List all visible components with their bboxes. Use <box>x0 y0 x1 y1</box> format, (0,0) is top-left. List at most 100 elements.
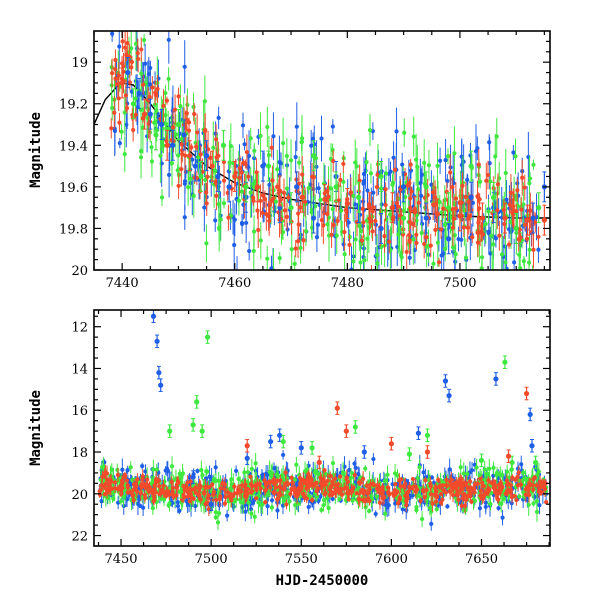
bottom-data-point <box>385 472 390 477</box>
top-data-point <box>437 158 443 163</box>
bottom-data-point <box>181 483 186 488</box>
top-data-point <box>133 96 138 101</box>
bottom-data-point <box>398 484 403 489</box>
top-data-point <box>443 158 448 163</box>
bottom-data-point <box>483 500 488 505</box>
bottom-data-point <box>543 481 548 486</box>
bottom-data-point <box>436 477 441 482</box>
top-data-point <box>387 212 393 217</box>
bottom-data-point <box>275 478 280 484</box>
top-data-point <box>488 251 493 256</box>
bottom-data-point <box>478 476 483 481</box>
top-data-point <box>155 86 160 92</box>
top-data-point <box>428 243 433 248</box>
top-data-point <box>367 205 373 211</box>
top-data-point <box>517 252 522 257</box>
top-data-point <box>147 111 153 117</box>
top-data-point <box>110 105 115 111</box>
top-data-point <box>182 215 187 220</box>
bottom-data-point <box>487 466 492 471</box>
bottom-data-point <box>275 496 281 501</box>
bottom-data-point <box>295 501 300 507</box>
bottom-data-point <box>465 485 471 490</box>
top-data-point <box>328 186 334 191</box>
top-data-point <box>310 153 317 159</box>
top-data-point <box>187 153 193 159</box>
top-data-point <box>325 188 330 194</box>
top-data-point <box>348 190 353 195</box>
bottom-data-point <box>356 497 361 502</box>
bottom-data-point <box>353 465 358 471</box>
bottom-data-point <box>447 467 452 472</box>
bottom-data-point <box>256 500 261 505</box>
top-data-point <box>285 227 290 232</box>
top-data-point <box>237 175 242 180</box>
top-data-point <box>435 163 440 168</box>
top-data-point <box>136 56 141 62</box>
bottom-data-point <box>531 487 536 492</box>
top-data-point <box>330 147 335 153</box>
bottom-data-point <box>347 467 352 473</box>
top-data-point <box>414 240 419 246</box>
top-data-point <box>182 64 187 69</box>
top-data-point <box>357 223 362 229</box>
bottom-data-point <box>225 513 230 518</box>
top-data-point <box>414 157 419 162</box>
top-data-point <box>221 178 227 183</box>
bottom-data-point <box>218 486 223 491</box>
bottom-data-point <box>486 486 491 491</box>
bottom-data-point <box>222 501 228 506</box>
top-data-point <box>252 148 257 153</box>
bottom-data-point <box>243 509 248 514</box>
top-data-point <box>429 182 434 187</box>
bottom-data-point <box>469 499 474 504</box>
bottom-data-point <box>500 472 505 477</box>
top-data-point <box>450 207 455 212</box>
top-data-point <box>463 194 468 200</box>
top-data-point <box>204 241 209 246</box>
bottom-data-point <box>514 497 519 503</box>
top-data-point <box>205 174 210 179</box>
top-data-point <box>246 153 252 159</box>
top-data-point <box>382 293 386 297</box>
bottom-data-point <box>354 491 359 496</box>
top-data-point <box>179 166 184 172</box>
bottom-data-point <box>246 500 251 505</box>
bottom-data-point <box>364 483 369 488</box>
top-data-point <box>490 272 494 276</box>
top-data-point <box>149 159 155 164</box>
top-data-point <box>284 153 289 159</box>
top-data-point <box>175 121 182 128</box>
top-data-point <box>450 185 455 190</box>
top-data-point <box>411 237 416 242</box>
top-data-point <box>112 128 118 134</box>
top-data-point <box>220 142 227 148</box>
top-data-point <box>147 94 152 100</box>
bottom-data-point <box>507 475 512 480</box>
top-data-point <box>399 255 404 260</box>
bottom-data-point <box>523 492 528 497</box>
bottom-data-point <box>128 465 133 470</box>
top-x-tick-label: 7460 <box>218 276 251 291</box>
top-data-layer <box>94 31 550 297</box>
bottom-data-point <box>315 471 320 476</box>
top-data-point <box>140 116 145 121</box>
bottom-data-point <box>151 494 157 499</box>
top-data-point <box>416 200 421 205</box>
top-data-point <box>436 260 442 265</box>
top-data-point <box>426 163 432 168</box>
top-data-point <box>284 186 290 191</box>
top-data-point <box>493 154 498 159</box>
bottom-data-point <box>371 456 376 462</box>
bottom-data-point <box>260 472 266 477</box>
top-data-point <box>378 225 384 232</box>
top-data-point <box>271 134 276 139</box>
bottom-data-point <box>213 510 218 515</box>
bottom-data-point <box>355 487 360 492</box>
bottom-data-point <box>249 482 254 487</box>
top-data-point <box>353 160 358 165</box>
top-data-point <box>166 126 171 131</box>
top-data-point <box>406 232 412 238</box>
top-data-point <box>256 227 261 233</box>
top-data-point <box>109 126 114 131</box>
